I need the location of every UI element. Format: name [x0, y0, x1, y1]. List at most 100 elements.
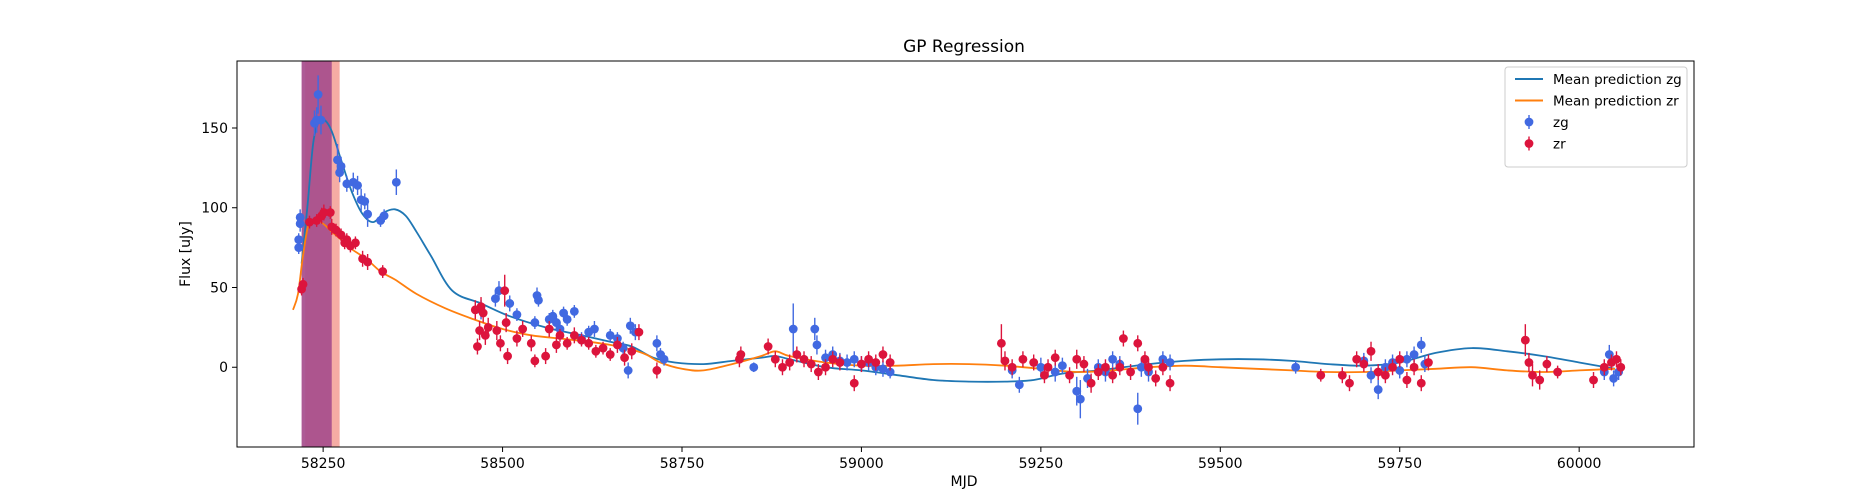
zr-data-point	[1029, 358, 1039, 367]
zr-data-point	[835, 358, 845, 367]
zr-data-point	[652, 366, 662, 375]
zr-data-point	[1018, 354, 1028, 364]
zr-data-point	[500, 286, 510, 296]
x-tick-label: 58250	[301, 456, 346, 472]
zg-data-point	[812, 340, 822, 350]
zr-data-point	[496, 338, 505, 348]
zr-data-point	[778, 362, 787, 372]
zr-data-point	[849, 378, 859, 388]
mean-prediction-line-zg	[300, 117, 1616, 383]
zr-data-point	[612, 340, 622, 350]
zr-data-point	[813, 367, 823, 377]
zg-data-point	[605, 330, 615, 340]
zg-data-point	[505, 299, 515, 308]
zg-data-point	[788, 324, 798, 334]
zr-data-point	[473, 342, 482, 351]
zr-data-point	[1007, 362, 1017, 372]
zr-data-point	[1072, 354, 1082, 364]
zr-data-point	[598, 343, 608, 353]
zr-data-point	[518, 324, 528, 334]
legend-label: zr	[1553, 137, 1566, 153]
zr-data-point	[828, 354, 838, 364]
zr-data-point	[1108, 370, 1118, 380]
plot-area-frame	[236, 60, 1695, 448]
zr-data-point	[1520, 335, 1530, 345]
zr-data-point	[562, 338, 572, 348]
zg-data-point	[1057, 361, 1067, 371]
zr-data-point	[627, 346, 637, 356]
zr-data-point	[1086, 378, 1096, 388]
x-axis-ticks: 58250 58500 58750 59000 59250 59500 59750 60000	[301, 447, 1602, 472]
zg-data-point	[1409, 350, 1419, 359]
zr-data-point	[541, 351, 551, 361]
zg-data-point	[1075, 394, 1085, 404]
zr-data-point	[878, 350, 888, 359]
zg-data-point	[623, 366, 633, 375]
zg-data-point	[1366, 370, 1376, 380]
legend-label: Mean prediction zg	[1553, 72, 1682, 88]
x-axis-title: MJD	[951, 474, 978, 490]
zr-data-point	[1424, 358, 1433, 367]
zr-data-point	[1380, 370, 1390, 380]
zr-data-point	[1542, 359, 1552, 369]
zr-data-point	[512, 334, 522, 343]
zr-data-point	[305, 217, 314, 227]
zr-data-point	[577, 335, 586, 345]
zr-data-point	[996, 338, 1006, 348]
zr-data-point	[342, 235, 352, 245]
x-tick-label: 60000	[1557, 456, 1602, 472]
zr-data-point	[1409, 362, 1419, 372]
zr-data-point	[1612, 354, 1621, 364]
zr-data-point	[584, 338, 594, 348]
zg-data-point	[1036, 362, 1046, 372]
zr-data-point	[792, 350, 802, 359]
zr-data-point	[871, 358, 881, 367]
legend-box	[1504, 66, 1688, 168]
zr-data-point	[1165, 378, 1175, 388]
series-zr	[297, 204, 1626, 393]
y-tick-label: 0	[219, 360, 228, 376]
zr-data-point	[736, 350, 746, 359]
zr-data-point	[1535, 375, 1545, 385]
zr-data-point	[821, 362, 830, 372]
zg-data-point	[878, 364, 888, 374]
zr-data-point	[1599, 362, 1609, 372]
zr-data-point	[1373, 367, 1383, 377]
zg-data-point	[333, 155, 342, 165]
zr-data-point	[1589, 375, 1598, 385]
zr-data-point	[1065, 370, 1074, 380]
zg-data-point	[659, 354, 669, 364]
zg-data-point	[530, 318, 540, 327]
zr-data-point	[1093, 367, 1103, 377]
zg-data-point	[1050, 367, 1060, 377]
zg-data-point	[1133, 404, 1143, 414]
zr-data-point	[363, 257, 373, 267]
zr-data-point	[1416, 378, 1426, 388]
zr-data-point	[1359, 359, 1369, 369]
zr-data-point	[1366, 346, 1376, 356]
x-tick-label: 58500	[480, 456, 525, 472]
zr-data-point	[1140, 354, 1150, 364]
zg-data-point	[353, 181, 362, 190]
zr-data-point	[530, 356, 540, 366]
zr-data-point	[351, 238, 360, 248]
zr-data-point	[478, 308, 488, 318]
observation-points	[294, 75, 1626, 425]
zg-data-point	[849, 354, 859, 364]
zg-data-point	[1604, 350, 1614, 359]
chart-title: GP Regression	[903, 37, 1025, 57]
zg-data-point	[551, 318, 561, 327]
y-tick-label: 150	[201, 121, 228, 137]
zg-data-point	[569, 307, 579, 316]
zr-data-point	[1144, 362, 1153, 372]
zg-data-point	[1072, 386, 1082, 396]
zg-data-point	[1395, 366, 1405, 375]
zr-data-point	[492, 326, 502, 335]
legend: Mean prediction zg Mean prediction zr zg zr	[1504, 66, 1688, 168]
zr-data-point	[785, 358, 795, 367]
x-tick-label: 59000	[839, 456, 884, 472]
zr-data-point	[1101, 362, 1110, 372]
zr-data-point	[544, 324, 554, 334]
zr-data-point	[503, 351, 512, 361]
